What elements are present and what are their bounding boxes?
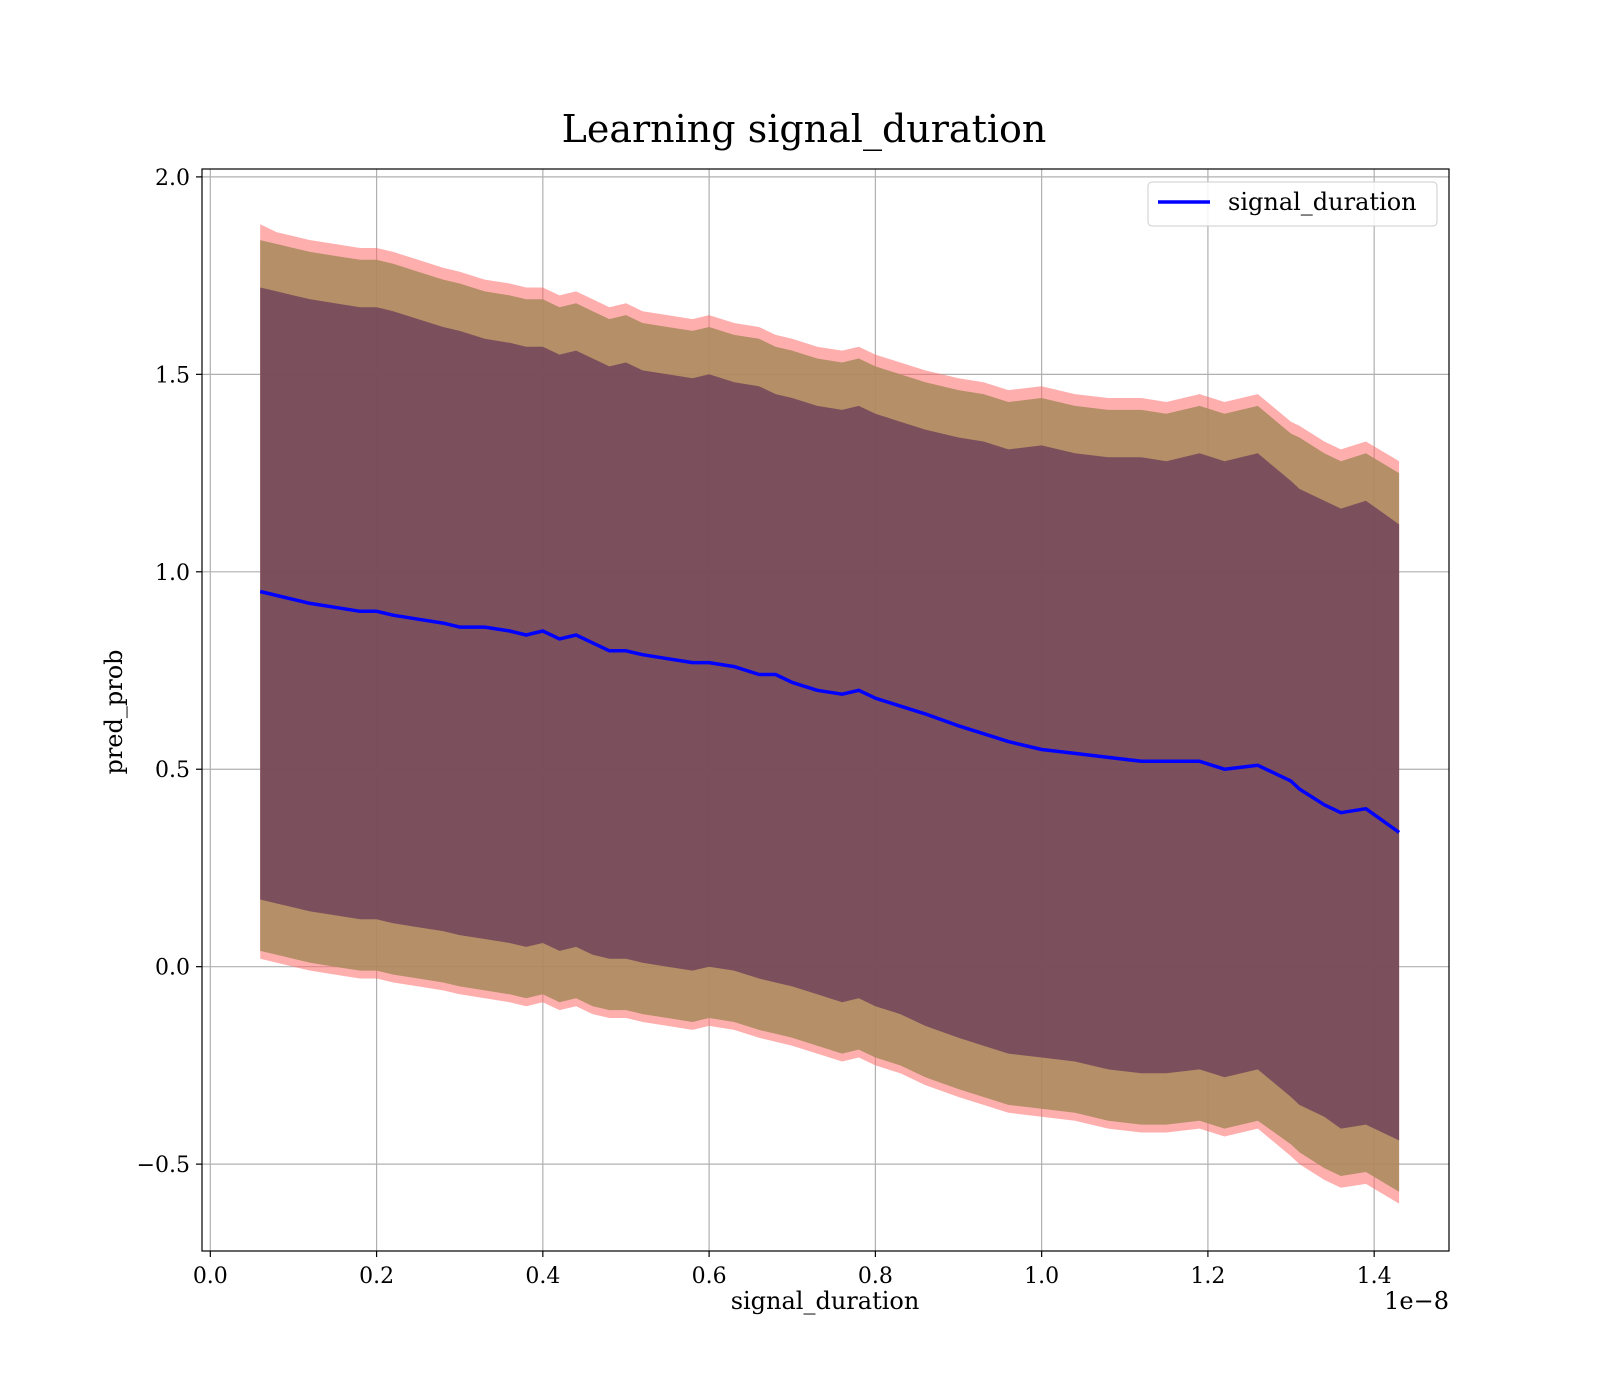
- x-tick-label: 0.8: [858, 1264, 893, 1289]
- x-axis-label: signal_duration: [731, 1287, 920, 1315]
- legend-box: [1147, 181, 1438, 227]
- x-tick-label: 0.0: [193, 1264, 228, 1289]
- x-tick-label: 1.2: [1190, 1264, 1225, 1289]
- line-layer: [259, 589, 1401, 834]
- y-tick-label: 2.0: [155, 166, 190, 191]
- x-tick-label: 0.6: [692, 1264, 727, 1289]
- x-tick-label: 1.4: [1357, 1264, 1392, 1289]
- x-axis-offset-text: 1e−8: [1384, 1287, 1449, 1315]
- x-tick-label: 0.2: [359, 1264, 394, 1289]
- series-line-signal-duration: [259, 589, 1401, 834]
- tick-layer: 0.0 0.2 0.4 0.6 0.8 1.0 1.2 1.4 −0.5 0.0 0.5 1.0 1.5…: [137, 166, 1392, 1289]
- y-tick-label: 0.0: [155, 956, 190, 981]
- x-tick-label: 0.4: [525, 1264, 560, 1289]
- y-tick-label: 0.5: [155, 758, 190, 783]
- band-layer: [260, 224, 1400, 1204]
- y-tick-label: −0.5: [137, 1153, 190, 1178]
- plot-area-frame: [201, 168, 1450, 1252]
- y-tick-label: 1.5: [155, 363, 190, 388]
- x-tick-label: 1.0: [1024, 1264, 1059, 1289]
- legend-label: signal_duration: [1228, 188, 1417, 216]
- y-tick-label: 1.0: [155, 561, 190, 586]
- band-inner: [260, 287, 1400, 1141]
- legend: signal_duration: [1147, 181, 1438, 227]
- y-axis-label: pred_prob: [100, 649, 128, 774]
- chart-title: Learning signal_duration: [562, 107, 1047, 152]
